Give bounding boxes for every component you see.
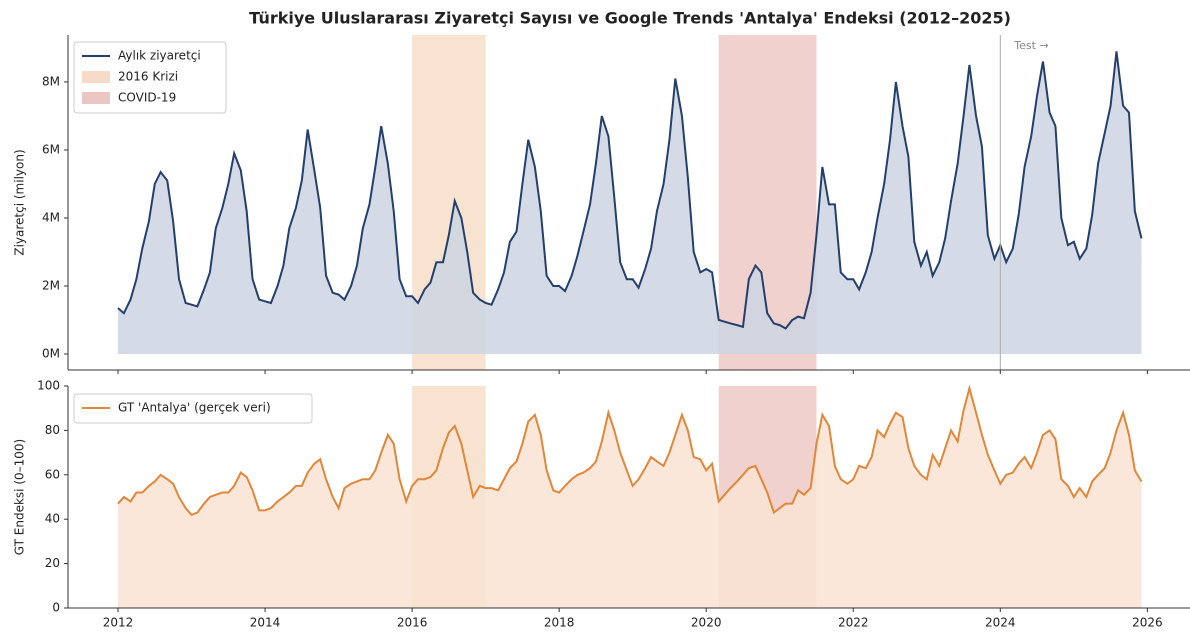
legend-swatch [82, 71, 110, 83]
x-tick-label: 2024 [985, 616, 1016, 630]
x-tick-label: 2012 [103, 616, 134, 630]
line [117, 51, 1143, 330]
x-tick-label: 2014 [250, 616, 281, 630]
area [117, 388, 1142, 608]
y-tick-label: 0M [42, 347, 60, 361]
y-tick-label: 2M [42, 278, 60, 292]
legend [73, 41, 227, 114]
x-tick-label: 2026 [1132, 616, 1163, 630]
x-tick-label: 2022 [838, 616, 869, 630]
y-tick-label: 0 [52, 601, 60, 615]
x-tick-label: 2018 [544, 616, 575, 630]
y-tick-label: 6M [42, 142, 60, 156]
legend-label: COVID-19 [118, 91, 176, 105]
legend-swatch [82, 92, 110, 104]
y-tick-label: 60 [45, 467, 60, 481]
y-tick-label: 100 [37, 379, 60, 393]
area [117, 51, 1142, 355]
y-axis-label: Ziyaretçi (milyon) [13, 149, 27, 255]
y-axis-label: GT Endeksi (0–100) [13, 439, 27, 555]
y-tick-label: 8M [42, 74, 60, 88]
chart-title: Türkiye Uluslararası Ziyaretçi Sayısı ve… [249, 9, 1011, 28]
x-tick-label: 2016 [397, 616, 428, 630]
legend-label: GT 'Antalya' (gerçek veri) [118, 401, 271, 415]
line [117, 384, 1143, 516]
x-tick-label: 2020 [691, 616, 722, 630]
y-tick-label: 40 [45, 512, 60, 526]
y-tick-label: 4M [42, 210, 60, 224]
legend-label: 2016 Krizi [118, 70, 178, 84]
legend-label: Aylık ziyaretçi [118, 49, 201, 63]
y-tick-label: 80 [45, 423, 60, 437]
y-tick-label: 20 [45, 556, 60, 570]
annotation: Test → [1013, 39, 1048, 52]
legend [73, 393, 313, 424]
